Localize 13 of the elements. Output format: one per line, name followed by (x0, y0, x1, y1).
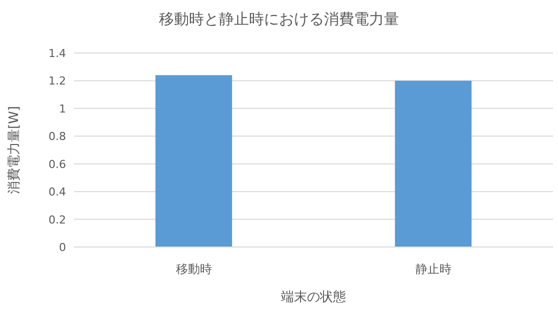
y-tick-label: 1.4 (48, 47, 66, 60)
y-tick-label: 0.4 (48, 186, 66, 199)
x-axis-title: 端末の状態 (281, 290, 346, 305)
y-tick-label: 0.2 (48, 213, 66, 226)
x-tick-label: 移動時 (176, 262, 212, 276)
y-tick-label: 0 (59, 241, 66, 254)
y-tick-label: 0.8 (48, 130, 66, 144)
y-tick-label: 0.6 (48, 158, 66, 171)
y-tick-label: 1 (59, 102, 66, 116)
y-tick-label: 1.2 (48, 74, 66, 88)
x-tick-label: 静止時 (415, 262, 452, 276)
chart-title: 移動時と静止時における消費電力量 (159, 10, 399, 28)
y-axis-title: 消費電力量[W] (7, 106, 22, 194)
